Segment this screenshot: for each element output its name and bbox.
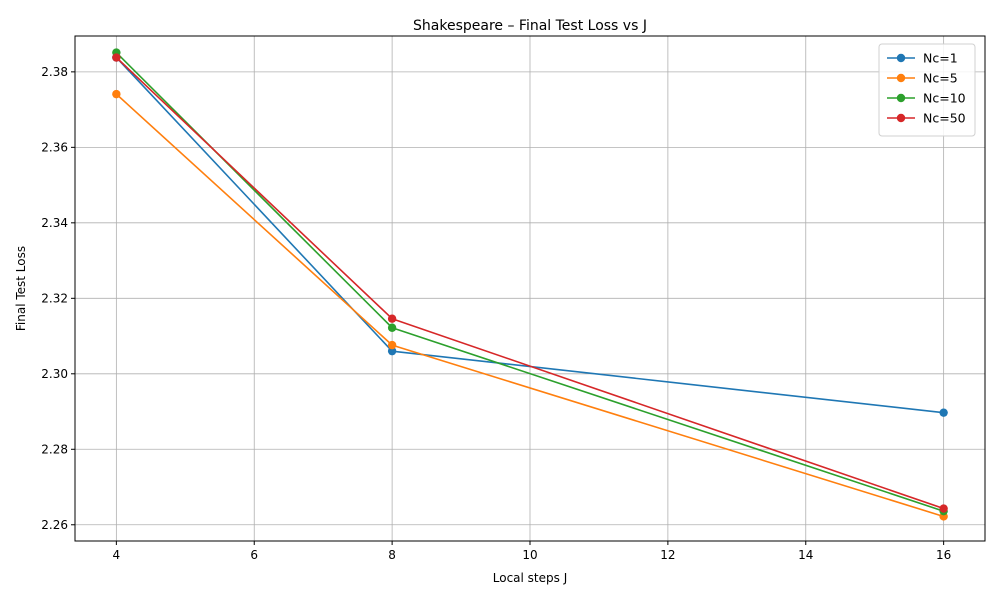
y-tick-label: 2.28: [41, 442, 68, 456]
legend-label: Nc=5: [923, 71, 958, 86]
legend-marker: [896, 93, 906, 103]
y-tick-label: 2.30: [41, 367, 68, 381]
legend-box: [878, 43, 976, 137]
x-tick-label: 8: [388, 548, 396, 562]
legend-item: Nc=5: [887, 71, 958, 86]
x-axis-label: Local steps J: [493, 571, 567, 585]
y-tick-label: 2.32: [41, 291, 68, 305]
legend-marker: [896, 73, 906, 83]
axis-ticks: 4 6 8 10 12 14 16 2.26 2.28 2.30 2.32 2.34 2.36 2.38: [41, 65, 951, 562]
legend-item: Nc=10: [887, 91, 966, 106]
x-tick-label: 14: [798, 548, 813, 562]
y-tick-label: 2.36: [41, 140, 68, 154]
legend: Nc=1 Nc=5 Nc=10 Nc=50: [878, 43, 976, 137]
y-tick-label: 2.34: [41, 216, 68, 230]
data-point: [939, 504, 948, 513]
y-tick-label: 2.38: [41, 65, 68, 79]
legend-item: Nc=50: [887, 111, 966, 126]
legend-marker: [896, 53, 906, 63]
data-point: [387, 323, 397, 332]
series-nc-50: [112, 53, 948, 513]
data-point: [112, 53, 121, 62]
legend-item: Nc=1: [887, 51, 958, 66]
data-point: [387, 314, 397, 323]
y-axis-label: Final Test Loss: [14, 246, 28, 331]
x-tick-label: 12: [660, 548, 675, 562]
legend-label: Nc=50: [923, 111, 966, 126]
chart-title: Shakespeare – Final Test Loss vs J: [413, 18, 647, 34]
legend-label: Nc=1: [923, 51, 958, 66]
series-layer: [112, 48, 948, 521]
x-tick-label: 4: [113, 548, 121, 562]
data-point: [939, 408, 948, 417]
legend-marker: [896, 113, 906, 123]
legend-label: Nc=10: [923, 91, 966, 106]
x-tick-label: 10: [522, 548, 537, 562]
y-tick-label: 2.26: [41, 518, 68, 532]
series-nc-5: [112, 89, 948, 521]
x-tick-label: 6: [250, 548, 258, 562]
data-point: [387, 340, 397, 350]
x-tick-label: 16: [936, 548, 951, 562]
data-point: [112, 89, 121, 99]
data-point: [387, 346, 397, 356]
